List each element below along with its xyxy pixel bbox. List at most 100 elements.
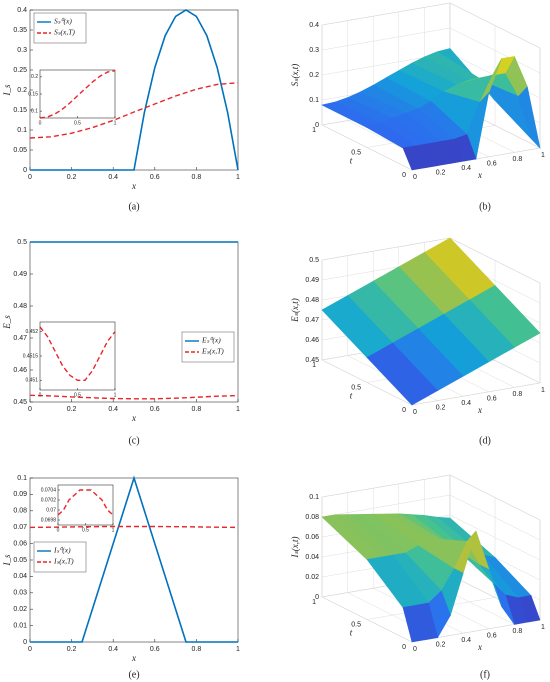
line-series bbox=[29, 82, 239, 139]
x-tick-label: 0 bbox=[28, 646, 32, 653]
y-tick-label: 0.1 bbox=[17, 127, 27, 134]
z-grid-line bbox=[321, 237, 451, 261]
inset-line bbox=[39, 70, 116, 119]
x-tick-label: 1 bbox=[541, 387, 545, 394]
z-tick-label: 0.1 bbox=[309, 494, 319, 501]
x-tick-label: 0.4 bbox=[108, 406, 118, 413]
x-tick-label: 0.2 bbox=[67, 174, 77, 181]
x-tick-label: 0.4 bbox=[108, 174, 118, 181]
y-tick-label: 0.4 bbox=[17, 7, 27, 14]
y-tick-label: 0.02 bbox=[13, 606, 27, 613]
x-axis-label: x bbox=[477, 642, 482, 652]
z-grid-line bbox=[321, 27, 451, 51]
z-axis-label: Sₛ(x,t) bbox=[290, 64, 300, 87]
line-series bbox=[29, 394, 239, 400]
y-axis-label: I_s bbox=[2, 84, 12, 96]
legend-box bbox=[181, 331, 235, 363]
x-tick-label: 0.2 bbox=[67, 406, 77, 413]
surface-patch bbox=[402, 604, 426, 643]
panel-label: (b) bbox=[479, 201, 491, 212]
z-tick-label: 0.2 bbox=[309, 72, 319, 79]
t-tick-label: 0 bbox=[402, 172, 406, 179]
y-tick-label: 0.05 bbox=[13, 147, 27, 154]
x-tick-label: 0.8 bbox=[192, 646, 202, 653]
inset-y-tick-label: 0.0698 bbox=[41, 517, 57, 523]
x-tick-label: 0 bbox=[28, 406, 32, 413]
inset-line bbox=[39, 326, 116, 381]
y-tick-label: 0.03 bbox=[13, 590, 27, 597]
x-axis-label: x bbox=[477, 405, 482, 415]
t-grid-line bbox=[411, 382, 541, 406]
x-tick-label: 1 bbox=[541, 152, 545, 159]
inset-y-tick-label: 0.4515 bbox=[23, 353, 39, 359]
y-tick-label: 0.45 bbox=[13, 399, 27, 406]
inset-y-tick-label: 0.0702 bbox=[41, 497, 57, 503]
z-tick-label: 0.1 bbox=[309, 97, 319, 104]
surface-patch bbox=[402, 145, 426, 171]
x-tick-label: 0.6 bbox=[487, 396, 497, 403]
inset-x-tick-label: 0 bbox=[39, 120, 42, 126]
y-axis-label: E_s bbox=[2, 315, 12, 330]
y-tick-label: 0.1 bbox=[17, 475, 27, 482]
z-tick-label: 0.49 bbox=[305, 277, 319, 284]
inset-box bbox=[39, 69, 116, 119]
line-series bbox=[30, 9, 239, 171]
x-tick-label: 0 bbox=[413, 409, 417, 416]
t-tick-label: 0 bbox=[402, 407, 406, 414]
x-tick-label: 0.4 bbox=[461, 400, 471, 407]
legend-label: Eₛ⁰(x) bbox=[201, 336, 221, 345]
panel-label: (c) bbox=[128, 435, 139, 446]
x-tick-label: 0.8 bbox=[192, 174, 202, 181]
z-tick-label: 0.08 bbox=[305, 514, 319, 521]
panel-label: (e) bbox=[128, 669, 139, 680]
z-tick-label: 0.45 bbox=[305, 357, 319, 364]
x-tick-label: 0.2 bbox=[436, 641, 446, 648]
y-tick-label: 0.47 bbox=[13, 335, 27, 342]
inset-x-tick-label: 1 bbox=[112, 527, 115, 533]
legend-box bbox=[33, 541, 87, 573]
y-tick-label: 0.01 bbox=[13, 622, 27, 629]
y-tick-label: 0.07 bbox=[13, 524, 27, 531]
x-tick-label: 0.8 bbox=[513, 391, 523, 398]
z-tick-label: 0.47 bbox=[305, 317, 319, 324]
t-tick-label: 0 bbox=[402, 644, 406, 651]
z-tick-label: 0.5 bbox=[309, 257, 319, 264]
x-tick-label: 1 bbox=[541, 624, 545, 631]
y-tick-label: 0 bbox=[23, 167, 27, 174]
x-tick-label: 0 bbox=[28, 174, 32, 181]
y-tick-label: 0.06 bbox=[13, 540, 27, 547]
z-axis-label: Eₛ(x,t) bbox=[290, 298, 300, 323]
legend-label: Sₛ(x,T) bbox=[54, 28, 75, 37]
y-axis-label: I_s bbox=[2, 554, 12, 566]
x-tick-label: 1 bbox=[236, 406, 240, 413]
x-tick-label: 0.6 bbox=[150, 406, 160, 413]
z-tick-label: 0 bbox=[315, 122, 319, 129]
z-tick-label: 0.48 bbox=[305, 297, 319, 304]
x-tick-label: 0.6 bbox=[487, 161, 497, 168]
inset-line bbox=[57, 489, 114, 516]
y-tick-label: 0.46 bbox=[13, 367, 27, 374]
legend-label: Sₛ⁰(x) bbox=[54, 17, 72, 26]
z-tick-label: 0.3 bbox=[309, 47, 319, 54]
z-grid-line bbox=[321, 2, 451, 26]
t-tick-label: 1 bbox=[312, 127, 316, 134]
legend-label: Iₛ(x,T) bbox=[53, 557, 74, 566]
inset-y-tick-label: 0.2 bbox=[31, 74, 38, 80]
y-tick-label: 0.05 bbox=[13, 557, 27, 564]
x-tick-label: 0.4 bbox=[461, 637, 471, 644]
x-tick-label: 0.4 bbox=[108, 646, 118, 653]
line-series bbox=[29, 525, 239, 529]
x-tick-label: 0.6 bbox=[150, 174, 160, 181]
x-tick-label: 0.2 bbox=[67, 646, 77, 653]
line-series bbox=[30, 475, 238, 643]
x-axis-label: x bbox=[131, 181, 136, 191]
inset-y-tick-label: 0.07 bbox=[46, 507, 56, 513]
panel-label: (f) bbox=[480, 669, 490, 680]
z-tick-label: 0.4 bbox=[309, 22, 319, 29]
t-tick-label: 0.5 bbox=[351, 384, 361, 391]
inset-x-tick-label: 0.5 bbox=[74, 392, 81, 398]
t-axis-label: t bbox=[350, 156, 353, 166]
x-tick-label: 0 bbox=[413, 174, 417, 181]
inset-y-tick-label: 0.0704 bbox=[41, 487, 57, 493]
